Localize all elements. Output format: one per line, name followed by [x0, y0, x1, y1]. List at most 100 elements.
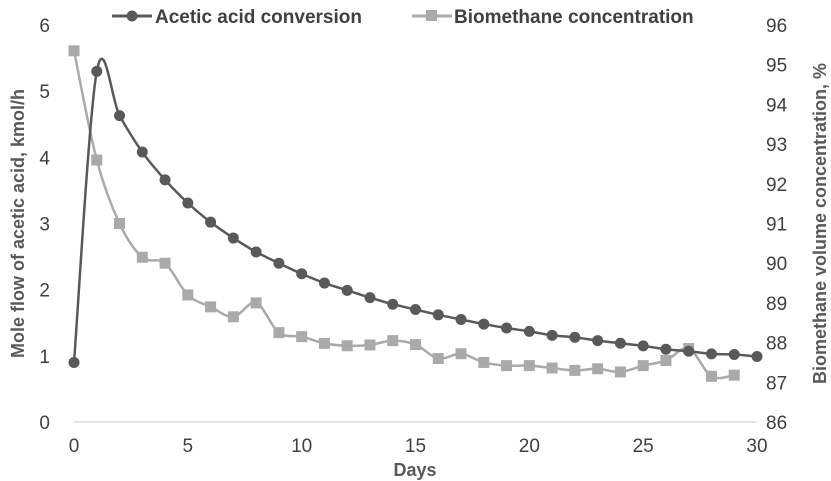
data-point-biomethane	[705, 370, 717, 382]
data-point-acetic-acid	[637, 340, 649, 352]
data-point-acetic-acid	[592, 335, 604, 347]
data-point-biomethane	[91, 154, 103, 166]
data-point-biomethane	[523, 360, 535, 372]
legend-item-acetic-acid: Acetic acid conversion	[112, 7, 362, 28]
data-point-biomethane	[136, 251, 148, 263]
data-point-acetic-acid	[364, 292, 376, 304]
right-y-tick-label: 89	[766, 294, 787, 315]
data-point-biomethane	[410, 339, 421, 351]
data-point-acetic-acid	[205, 216, 217, 228]
series-layer	[68, 45, 763, 382]
data-point-acetic-acid	[705, 348, 717, 360]
data-point-biomethane	[546, 362, 558, 374]
data-point-biomethane	[68, 45, 80, 57]
left-y-tick-label: 4	[39, 148, 50, 169]
left-y-tick-label: 3	[39, 215, 50, 236]
x-axis: 0 5 10 15 20 25 30	[69, 421, 768, 457]
data-point-acetic-acid	[728, 349, 740, 361]
data-point-acetic-acid	[182, 197, 194, 209]
series-line-biomethane	[72, 50, 735, 380]
x-tick-label: 0	[69, 436, 80, 457]
data-point-acetic-acid	[318, 277, 330, 289]
right-y-tick-label: 86	[766, 413, 787, 434]
data-point-acetic-acid	[91, 65, 103, 77]
left-y-axis-title: Mole flow of acetic acid, kmol/h	[8, 89, 28, 358]
right-y-axis-title: Biomethane volume concentration, %	[810, 63, 830, 384]
data-point-biomethane	[501, 360, 513, 372]
data-point-biomethane	[387, 335, 399, 347]
x-axis-title: Days	[393, 460, 436, 480]
data-point-acetic-acid	[683, 345, 695, 357]
right-y-axis: 86 87 88 89 90 91 92 93 94 95 96	[766, 16, 788, 434]
left-y-tick-label: 5	[39, 82, 50, 103]
data-point-acetic-acid	[569, 331, 581, 343]
x-tick-label: 10	[291, 436, 312, 457]
data-point-acetic-acid	[751, 350, 763, 362]
data-point-biomethane	[637, 360, 649, 372]
data-point-acetic-acid	[296, 268, 308, 280]
data-point-acetic-acid	[455, 313, 467, 325]
data-point-acetic-acid	[136, 146, 148, 158]
data-point-biomethane	[182, 289, 194, 301]
data-point-acetic-acid	[523, 325, 535, 337]
data-point-biomethane	[432, 352, 444, 364]
data-point-biomethane	[296, 331, 308, 343]
data-point-biomethane	[660, 354, 672, 366]
data-point-biomethane	[341, 340, 353, 352]
right-y-tick-label: 92	[766, 175, 787, 196]
legend-marker-circle	[126, 10, 138, 22]
data-point-acetic-acid	[614, 337, 626, 349]
left-y-tick-label: 1	[39, 347, 50, 368]
data-point-acetic-acid	[273, 257, 285, 269]
series-line-acetic-acid	[72, 57, 758, 363]
data-point-biomethane	[227, 311, 239, 323]
legend-label-acetic-acid: Acetic acid conversion	[155, 7, 362, 28]
data-point-biomethane	[250, 297, 262, 309]
left-y-tick-label: 2	[39, 281, 50, 302]
right-y-tick-label: 95	[766, 56, 787, 77]
right-y-tick-label: 91	[766, 215, 787, 236]
data-point-acetic-acid	[68, 356, 80, 368]
data-point-acetic-acid	[387, 298, 399, 310]
right-y-tick-label: 88	[766, 334, 787, 355]
x-tick-label: 30	[746, 436, 767, 457]
data-point-biomethane	[364, 339, 376, 351]
data-point-biomethane	[114, 218, 126, 229]
left-y-axis: 0 1 2 3 4 5 6	[39, 16, 50, 434]
data-point-acetic-acid	[159, 174, 171, 186]
data-point-acetic-acid	[660, 343, 672, 355]
legend-label-biomethane: Biomethane concentration	[454, 7, 694, 28]
right-y-tick-label: 94	[766, 95, 788, 116]
data-point-biomethane	[273, 327, 285, 339]
data-point-biomethane	[205, 301, 217, 313]
data-point-acetic-acid	[478, 318, 490, 330]
data-point-acetic-acid	[114, 110, 126, 122]
left-y-tick-label: 6	[39, 16, 50, 37]
left-y-tick-label: 0	[39, 413, 50, 434]
data-point-biomethane	[478, 356, 490, 368]
data-point-biomethane	[592, 363, 604, 375]
data-point-acetic-acid	[250, 246, 262, 258]
x-tick-label: 25	[633, 436, 654, 457]
data-point-acetic-acid	[341, 284, 353, 296]
data-point-acetic-acid	[501, 322, 513, 334]
legend-marker-square	[426, 10, 437, 21]
right-y-tick-label: 93	[766, 135, 787, 156]
data-point-acetic-acid	[410, 304, 421, 316]
data-point-acetic-acid	[546, 329, 558, 341]
legend-item-biomethane: Biomethane concentration	[412, 7, 694, 28]
data-point-biomethane	[728, 369, 740, 381]
data-point-biomethane	[318, 337, 330, 349]
legend: Acetic acid conversion Biomethane concen…	[112, 7, 694, 28]
data-point-biomethane	[159, 257, 171, 269]
data-point-biomethane	[614, 366, 626, 378]
data-point-acetic-acid	[432, 309, 444, 321]
right-y-tick-label: 90	[766, 254, 787, 275]
x-tick-label: 15	[405, 436, 426, 457]
data-point-biomethane	[569, 364, 581, 376]
data-point-biomethane	[455, 348, 467, 360]
x-tick-label: 20	[519, 436, 540, 457]
right-y-tick-label: 87	[766, 373, 787, 394]
right-y-tick-label: 96	[766, 16, 787, 37]
